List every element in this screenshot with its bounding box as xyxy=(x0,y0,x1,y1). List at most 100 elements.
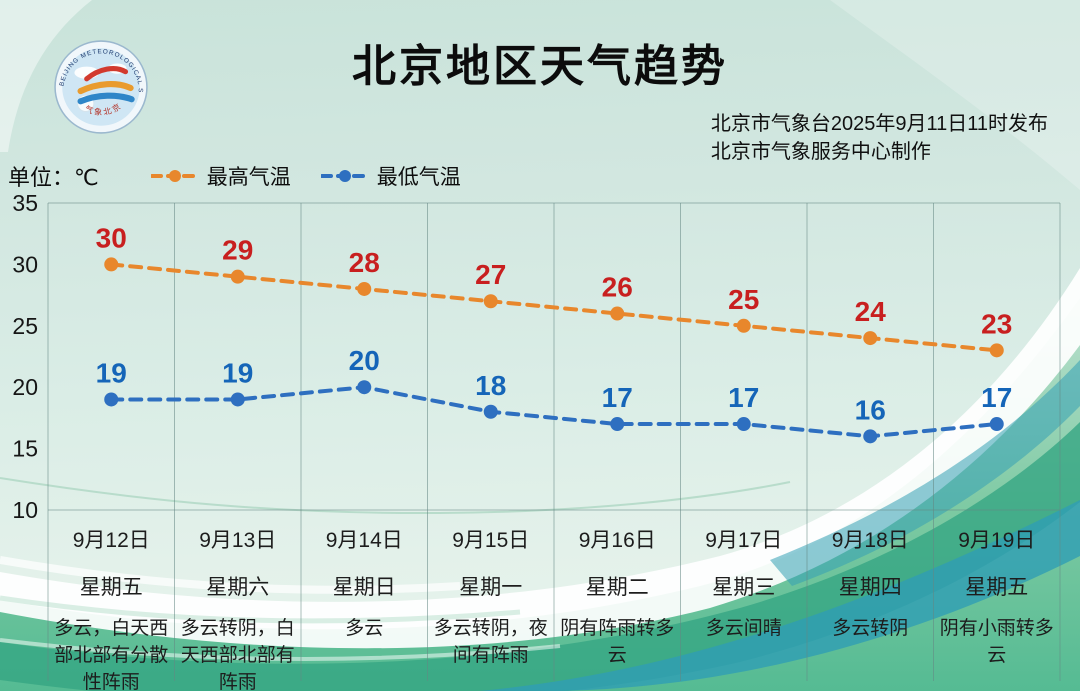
logo-swoosh-orange xyxy=(77,81,134,95)
day-weekday: 星期三 xyxy=(712,576,776,599)
high-temp-value: 23 xyxy=(981,308,1012,339)
day-column: 9月12日星期五多云，白天西部北部有分散性阵雨 xyxy=(48,515,175,691)
legend-label-high: 最高气温 xyxy=(206,166,291,189)
produced-by-line: 北京市气象服务中心制作 xyxy=(710,141,931,163)
day-weather: 多云 xyxy=(345,618,384,639)
low-temp-value: 17 xyxy=(981,382,1012,413)
y-axis-tick: 20 xyxy=(12,374,38,400)
day-date: 9月19日 xyxy=(958,529,1036,552)
legend-label-low: 最低气温 xyxy=(376,166,461,189)
low-temp-point xyxy=(230,392,245,407)
day-date: 9月12日 xyxy=(72,529,150,552)
day-column: 9月15日星期一多云转阴，夜间有阵雨 xyxy=(428,515,555,683)
low-temp-point xyxy=(483,404,498,419)
low-temp-point xyxy=(610,417,625,432)
legend-item-low: 最低气温 xyxy=(320,161,461,191)
unit-label: 单位：℃ xyxy=(8,165,99,190)
low-temp-value: 16 xyxy=(855,394,886,425)
plot-thin-wave-1 xyxy=(0,477,791,515)
high-temp-legend-marker xyxy=(150,170,199,182)
high-temp-point xyxy=(357,281,372,296)
logo-swoosh-red xyxy=(84,66,129,82)
day-column: 9月17日星期三多云间晴 xyxy=(681,515,808,683)
day-weekday: 星期五 xyxy=(79,576,143,599)
high-temp-point xyxy=(736,318,751,333)
day-date: 9月14日 xyxy=(325,529,403,552)
day-date: 9月16日 xyxy=(578,529,656,552)
high-temp-value: 26 xyxy=(602,272,633,303)
low-temp-legend-marker xyxy=(320,170,369,182)
left-white-streak-3 xyxy=(0,638,561,661)
high-temp-value: 30 xyxy=(96,222,127,253)
legend-item-high: 最高气温 xyxy=(150,161,291,191)
day-weekday: 星期日 xyxy=(332,576,396,599)
high-temp-value: 24 xyxy=(855,296,887,327)
day-column: 9月13日星期六多云转阴，白天西部北部有阵雨 xyxy=(175,515,302,691)
y-axis-tick: 15 xyxy=(12,436,38,462)
high-temp-point xyxy=(610,306,625,321)
high-temp-point xyxy=(989,343,1004,358)
high-temp-value: 28 xyxy=(349,247,380,278)
agency-logo: BEIJING METEOROLOGICAL SERVICE 气象北京 xyxy=(52,38,148,134)
day-column: 9月19日星期五阴有小雨转多云 xyxy=(934,515,1061,683)
day-weekday: 星期一 xyxy=(459,576,523,599)
low-temp-value: 17 xyxy=(602,382,633,413)
low-temp-point xyxy=(104,392,119,407)
teal-streak-upper xyxy=(770,360,1080,586)
day-date: 9月17日 xyxy=(705,529,783,552)
low-temp-point xyxy=(736,417,751,432)
day-date: 9月13日 xyxy=(199,529,277,552)
legend-row: 单位：℃ 最高气温 最低气温 xyxy=(8,161,491,191)
day-date: 9月15日 xyxy=(452,529,530,552)
high-temp-point xyxy=(863,331,878,346)
day-weather: 多云，白天西部北部有分散性阵雨 xyxy=(54,618,169,691)
high-temp-value: 25 xyxy=(728,284,759,315)
page-title: 北京地区天气趋势 xyxy=(352,42,728,91)
low-temp-value: 17 xyxy=(728,382,759,413)
y-axis-tick: 10 xyxy=(12,497,38,523)
corner-highlight xyxy=(0,0,92,152)
day-weather: 多云转阴，白天西部北部有阵雨 xyxy=(180,618,295,691)
left-white-streak-2 xyxy=(0,595,521,624)
day-weekday: 星期五 xyxy=(965,576,1029,599)
issued-by-line: 北京市气象台2025年9月11日11时发布 xyxy=(710,113,1048,135)
low-temp-point xyxy=(357,380,372,395)
day-weather: 多云间晴 xyxy=(705,618,782,639)
publisher-block: 北京市气象台2025年9月11日11时发布 北京市气象服务中心制作 xyxy=(711,110,1048,166)
y-axis-tick: 30 xyxy=(12,251,38,277)
high-temp-value: 27 xyxy=(475,259,506,290)
high-temp-point xyxy=(483,294,498,309)
day-weather: 多云转阴 xyxy=(832,618,909,639)
high-temp-line xyxy=(109,262,999,353)
day-weather: 阴有阵雨转多云 xyxy=(560,618,675,666)
high-temp-point xyxy=(104,257,119,272)
day-weather: 多云转阴，夜间有阵雨 xyxy=(433,618,548,666)
teal-streak-lower xyxy=(480,500,1080,691)
low-temp-value: 20 xyxy=(349,345,380,376)
day-weekday: 星期六 xyxy=(206,576,270,599)
low-temp-value: 19 xyxy=(222,357,253,388)
day-column: 9月14日星期日多云 xyxy=(301,515,428,683)
low-temp-point xyxy=(863,429,878,444)
low-temp-value: 18 xyxy=(475,370,506,401)
low-temp-value: 19 xyxy=(96,357,127,388)
top-right-band xyxy=(830,0,1080,190)
low-temp-point xyxy=(989,417,1004,432)
y-axis-tick: 35 xyxy=(12,190,38,216)
day-weekday: 星期四 xyxy=(838,576,902,599)
day-column: 9月18日星期四多云转阴 xyxy=(807,515,934,683)
high-temp-value: 29 xyxy=(222,235,253,266)
low-temp-line xyxy=(109,385,999,439)
logo-swoosh-blue xyxy=(77,92,135,105)
high-temp-point xyxy=(230,269,245,284)
day-weekday: 星期二 xyxy=(585,576,649,599)
day-column: 9月16日星期二阴有阵雨转多云 xyxy=(554,515,681,683)
day-weather: 阴有小雨转多云 xyxy=(939,618,1054,666)
left-white-streak-1 xyxy=(0,556,461,594)
day-date: 9月18日 xyxy=(831,529,909,552)
y-axis-tick: 25 xyxy=(12,313,38,339)
